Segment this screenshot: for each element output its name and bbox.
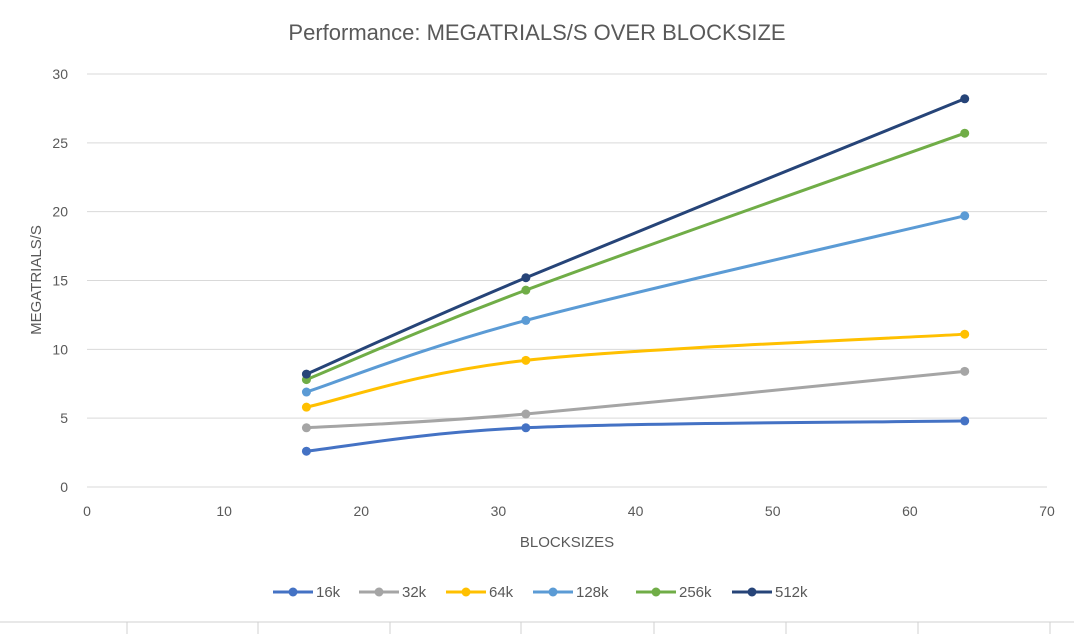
legend-item-128k: 128k <box>533 584 609 601</box>
series-16k <box>301 416 970 456</box>
data-point <box>521 273 531 283</box>
data-point <box>960 416 970 426</box>
data-point <box>521 409 531 419</box>
x-tick-label: 60 <box>902 503 918 519</box>
series-32k <box>301 366 970 433</box>
gridlines <box>87 73 1047 488</box>
data-point <box>521 423 531 433</box>
y-tick-label: 20 <box>52 204 68 220</box>
legend-label: 16k <box>316 584 341 601</box>
legend-label: 32k <box>402 584 427 601</box>
legend-item-64k: 64k <box>446 584 514 601</box>
data-point <box>521 315 531 325</box>
y-axis-ticks: 0 5 10 15 20 25 30 <box>52 66 68 495</box>
data-point <box>521 355 531 365</box>
data-point <box>960 211 970 221</box>
y-tick-label: 0 <box>60 479 68 495</box>
series-64k <box>301 329 970 412</box>
series-line <box>304 131 967 382</box>
legend-marker <box>288 587 298 597</box>
data-point <box>521 285 531 295</box>
series-lines <box>301 94 970 456</box>
x-tick-label: 70 <box>1039 503 1055 519</box>
legend-marker <box>548 587 558 597</box>
data-point <box>301 387 311 397</box>
y-tick-label: 30 <box>52 66 68 82</box>
legend-marker <box>461 587 471 597</box>
data-point <box>960 128 970 138</box>
legend-label: 128k <box>576 584 609 601</box>
series-128k <box>301 211 970 397</box>
legend: 16k 32k 64k 128k 256k 512k <box>273 584 808 601</box>
x-axis-label: BLOCKSIZES <box>520 534 614 551</box>
data-point <box>960 329 970 339</box>
series-line <box>304 97 967 376</box>
y-axis-label: MEGATRIALS/S <box>28 225 45 335</box>
series-line <box>304 369 967 430</box>
data-point <box>301 446 311 456</box>
data-point <box>301 369 311 379</box>
series-512k <box>301 94 970 379</box>
legend-label: 64k <box>489 584 514 601</box>
y-tick-label: 10 <box>52 341 68 357</box>
data-point <box>301 402 311 412</box>
legend-label: 256k <box>679 584 712 601</box>
chart-title: Performance: MEGATRIALS/S OVER BLOCKSIZE <box>288 20 785 45</box>
series-line <box>304 214 967 394</box>
legend-marker <box>747 587 757 597</box>
data-point <box>301 423 311 433</box>
legend-item-16k: 16k <box>273 584 341 601</box>
legend-marker <box>374 587 384 597</box>
y-tick-label: 15 <box>52 273 68 289</box>
series-line <box>304 419 967 453</box>
legend-item-512k: 512k <box>732 584 808 601</box>
data-point <box>960 94 970 104</box>
legend-item-256k: 256k <box>636 584 712 601</box>
series-256k <box>301 128 970 385</box>
x-tick-label: 10 <box>216 503 232 519</box>
legend-label: 512k <box>775 584 808 601</box>
data-point <box>960 366 970 376</box>
x-tick-label: 0 <box>83 503 91 519</box>
x-tick-label: 40 <box>628 503 644 519</box>
x-tick-label: 30 <box>491 503 507 519</box>
x-axis-ticks: 0 10 20 30 40 50 60 70 <box>83 503 1055 519</box>
series-line <box>304 332 967 409</box>
y-tick-label: 5 <box>60 410 68 426</box>
x-tick-label: 20 <box>353 503 369 519</box>
legend-item-32k: 32k <box>359 584 427 601</box>
sheet-strip <box>0 621 1074 634</box>
x-tick-label: 50 <box>765 503 781 519</box>
y-tick-label: 25 <box>52 135 68 151</box>
legend-marker <box>651 587 661 597</box>
